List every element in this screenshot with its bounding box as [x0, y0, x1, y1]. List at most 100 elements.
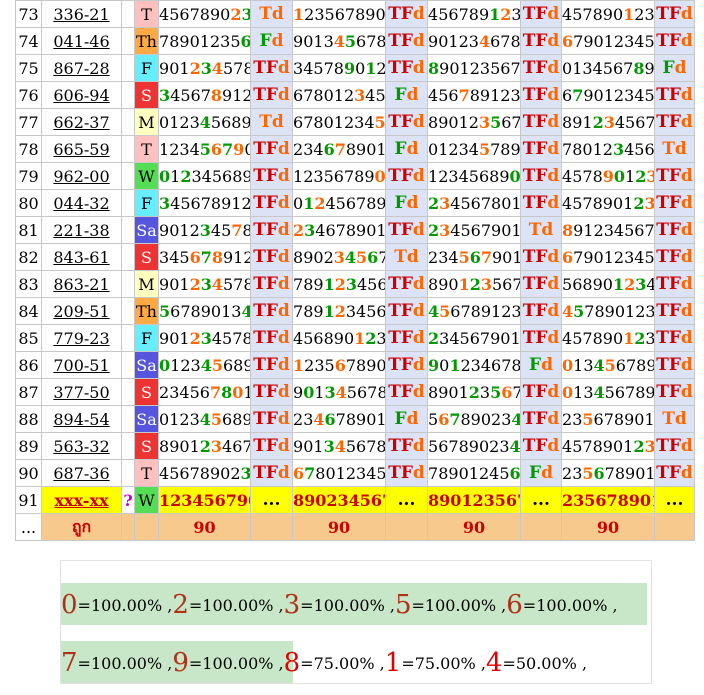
digit: 3 [645, 302, 653, 321]
result-tag: TFd [250, 162, 293, 190]
digit: 8 [592, 436, 603, 456]
digit: 3 [501, 409, 512, 429]
row-number: 81 [15, 216, 42, 244]
digit-set: 123456790 [158, 135, 251, 163]
digit: 4 [169, 247, 180, 267]
tag-letter: F [394, 193, 407, 213]
digit: 5 [367, 274, 378, 294]
tag-d: d [680, 274, 693, 294]
digit: 3 [458, 139, 469, 159]
tag-tf: TF [253, 274, 278, 294]
digit: 0 [220, 463, 231, 483]
digit: 4 [313, 409, 325, 429]
result-tag: TFd [654, 108, 695, 136]
digit: 6 [324, 409, 336, 429]
digit: 6 [469, 328, 480, 348]
digit: 6 [189, 247, 201, 267]
tag-d: d [547, 4, 560, 24]
tag-tf: TF [522, 193, 548, 213]
tag-tf: TF [388, 4, 413, 24]
tag-d: d [541, 355, 553, 375]
digit: 0 [448, 382, 459, 402]
digit: 2 [428, 328, 440, 348]
digit: 7 [242, 437, 249, 456]
dots-cell: ... [250, 486, 293, 514]
digit: 3 [333, 247, 345, 267]
digit: 4 [199, 409, 211, 429]
digit-set: 457890123 [561, 432, 655, 460]
digit: 6 [222, 166, 233, 186]
digit: 4 [509, 436, 521, 456]
digit: 9 [209, 4, 221, 24]
digit: 1 [365, 58, 377, 78]
digit: 1 [603, 31, 614, 51]
table-row: 83863-21M901234578TFd789123456TFd8901235… [15, 270, 695, 298]
stat-digit: 1 [384, 648, 402, 678]
digit: 1 [313, 436, 324, 456]
digit: 2 [345, 463, 357, 483]
digit: 4 [200, 355, 212, 375]
result-tag: TFd [385, 108, 428, 136]
digit: 9 [209, 463, 221, 483]
tag-tf: TF [522, 436, 548, 456]
digit: 8 [376, 437, 384, 456]
tag-d: d [277, 139, 290, 159]
digit: 4 [428, 301, 440, 321]
tag-d: d [547, 31, 560, 51]
digit-set: 456789023 [158, 459, 251, 487]
digit: 1 [293, 166, 304, 186]
draw-code: 687-36 [41, 459, 122, 487]
digit: 0 [614, 301, 626, 321]
digit-set: 123456890 [427, 162, 521, 190]
tag-letter: F [394, 409, 407, 429]
tag-tf: TF [388, 58, 413, 78]
digit: 6 [572, 274, 583, 294]
digit: 2 [304, 4, 315, 24]
digit: 6 [356, 436, 367, 456]
digit: 5 [199, 139, 211, 159]
row-number: 84 [15, 297, 42, 325]
digit: 6 [448, 4, 459, 24]
digit: 3 [582, 58, 593, 78]
digit: 6 [438, 409, 450, 429]
digit: 1 [625, 301, 636, 321]
digit: 9 [221, 193, 232, 213]
digit-set: 012345789 [427, 135, 521, 163]
draw-code: xxx-xx [41, 486, 122, 514]
tag-tf: TF [253, 301, 278, 321]
digit-set: 235678901 [561, 459, 655, 487]
draw-code: 867-28 [41, 54, 122, 82]
digit: 2 [501, 301, 512, 321]
digit: 4 [222, 436, 233, 456]
digit: 0 [582, 139, 593, 159]
digit: 1 [199, 31, 210, 51]
digit: 9 [602, 4, 613, 24]
draw-code: 563-32 [41, 432, 122, 460]
digit: 3 [169, 382, 180, 402]
digit-set: 234678901 [292, 405, 386, 433]
stat-percent: =50.00% , [502, 653, 588, 673]
digit: 8 [242, 329, 249, 348]
tag-tf: TF [388, 463, 413, 483]
digit: 3 [511, 302, 519, 321]
digit: 0 [244, 140, 249, 159]
digit: 1 [169, 409, 180, 429]
digit: 9 [356, 409, 367, 429]
digit: 5 [159, 301, 171, 321]
digit: 3 [345, 301, 357, 321]
digit: 3 [323, 436, 335, 456]
result-tag: TFd [520, 324, 562, 352]
weekday-badge: W [134, 162, 159, 190]
digit: 2 [169, 139, 180, 159]
digit: 6 [376, 302, 384, 321]
digit: 7 [490, 139, 501, 159]
digit: 0 [169, 328, 180, 348]
result-tag: TFd [385, 351, 428, 379]
tag-d: d [680, 355, 693, 375]
digit: 8 [460, 409, 471, 429]
highlight-band [61, 641, 293, 683]
result-tag: Fd [385, 189, 428, 217]
digit: 0 [232, 382, 244, 402]
digit: 0 [438, 31, 449, 51]
weekday-badge: S [134, 378, 159, 406]
